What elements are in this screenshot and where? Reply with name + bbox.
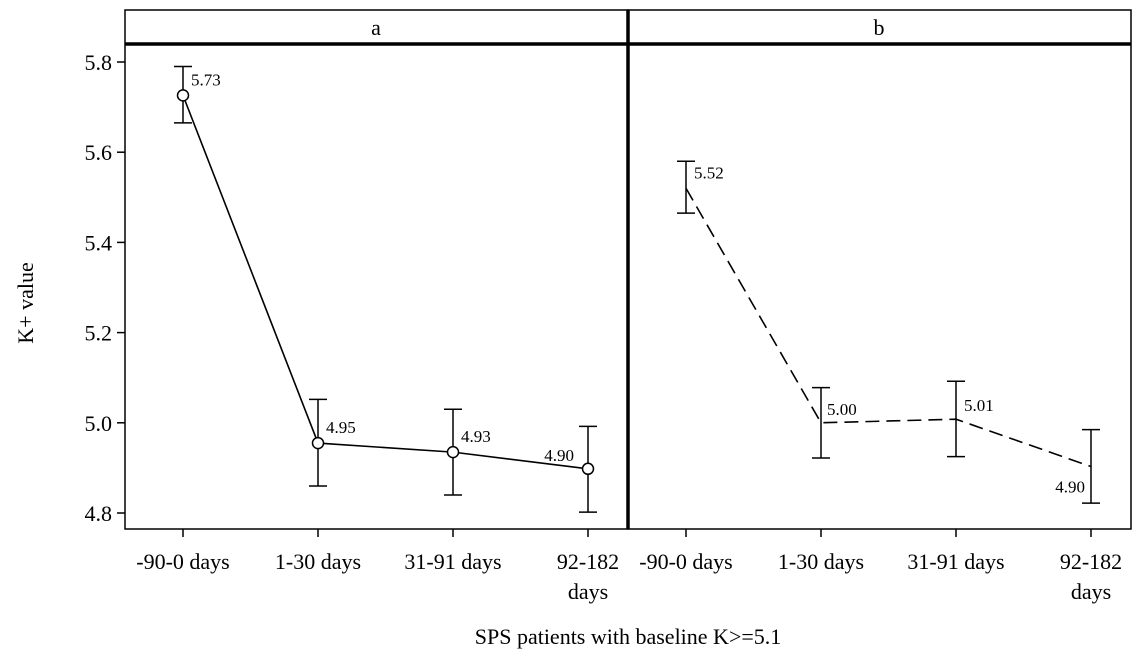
data-point: [311, 436, 325, 450]
data-label: 4.95: [326, 418, 356, 437]
panel-a-title: a: [371, 15, 381, 40]
series-line-a: [182, 95, 589, 470]
y-tick-label: 4.8: [85, 501, 113, 526]
y-tick-label: 5.8: [85, 50, 113, 75]
x-tick-label: -90-0 days: [136, 549, 229, 574]
x-tick-label: days: [568, 579, 608, 604]
data-label: 4.93: [461, 427, 491, 446]
data-label: 4.90: [544, 446, 574, 465]
y-axis: 4.8 5.0 5.2 5.4 5.6 5.8: [85, 50, 125, 526]
series-layer: 5.73 4.95 4.93 4.90 5.52 5.00 5.01 4.90: [174, 65, 1100, 513]
data-label: 4.90: [1055, 478, 1085, 497]
x-tick-label: 92-182: [1060, 549, 1122, 574]
series-line-b: [685, 187, 1092, 468]
data-point: [176, 89, 190, 102]
x-tick-label: -90-0 days: [639, 549, 732, 574]
y-tick-label: 5.6: [85, 140, 113, 165]
y-axis-title: K+ value: [13, 262, 38, 343]
x-axis: -90-0 days 1-30 days 31-91 days 92-182 days -…: [136, 529, 1122, 604]
data-point: [446, 445, 460, 459]
y-tick-label: 5.0: [85, 411, 113, 436]
panel-b-title: b: [874, 15, 885, 40]
panel-b-series: 5.52 5.00 5.01 4.90: [677, 160, 1100, 504]
data-label: 5.73: [191, 70, 221, 89]
data-label: 5.00: [827, 400, 857, 419]
x-tick-label: 1-30 days: [778, 549, 864, 574]
data-label: 5.01: [964, 396, 994, 415]
y-tick-label: 5.4: [85, 230, 113, 255]
x-tick-label: 1-30 days: [275, 549, 361, 574]
x-tick-label: days: [1071, 579, 1111, 604]
x-axis-title: SPS patients with baseline K>=5.1: [475, 624, 782, 649]
x-tick-label: 92-182: [557, 549, 619, 574]
x-tick-label: 31-91 days: [404, 549, 501, 574]
x-tick-label: 31-91 days: [907, 549, 1004, 574]
panel-a-series: 5.73 4.95 4.93 4.90: [174, 65, 597, 513]
y-tick-label: 5.2: [85, 321, 113, 346]
panel-b-frame: [627, 9, 1132, 530]
data-point: [581, 462, 595, 476]
data-label: 5.52: [694, 163, 724, 182]
